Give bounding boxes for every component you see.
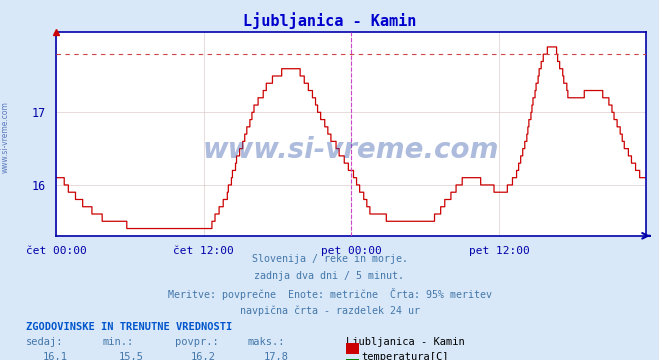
Text: ZGODOVINSKE IN TRENUTNE VREDNOSTI: ZGODOVINSKE IN TRENUTNE VREDNOSTI: [26, 322, 233, 332]
Text: 16,2: 16,2: [191, 352, 216, 360]
Text: sedaj:: sedaj:: [26, 337, 64, 347]
Text: min.:: min.:: [102, 337, 133, 347]
Text: Ljubljanica - Kamin: Ljubljanica - Kamin: [243, 13, 416, 30]
Text: www.si-vreme.com: www.si-vreme.com: [1, 101, 10, 173]
Text: Ljubljanica - Kamin: Ljubljanica - Kamin: [346, 337, 465, 347]
Text: povpr.:: povpr.:: [175, 337, 218, 347]
Text: Meritve: povprečne  Enote: metrične  Črta: 95% meritev: Meritve: povprečne Enote: metrične Črta:…: [167, 288, 492, 300]
Text: navpična črta - razdelek 24 ur: navpična črta - razdelek 24 ur: [239, 306, 420, 316]
Text: Slovenija / reke in morje.: Slovenija / reke in morje.: [252, 254, 407, 264]
Text: zadnja dva dni / 5 minut.: zadnja dva dni / 5 minut.: [254, 271, 405, 281]
Text: temperatura[C]: temperatura[C]: [362, 352, 449, 360]
Text: maks.:: maks.:: [247, 337, 285, 347]
Text: www.si-vreme.com: www.si-vreme.com: [203, 136, 499, 165]
Text: 15,5: 15,5: [119, 352, 144, 360]
Text: 17,8: 17,8: [264, 352, 289, 360]
Text: 16,1: 16,1: [43, 352, 68, 360]
